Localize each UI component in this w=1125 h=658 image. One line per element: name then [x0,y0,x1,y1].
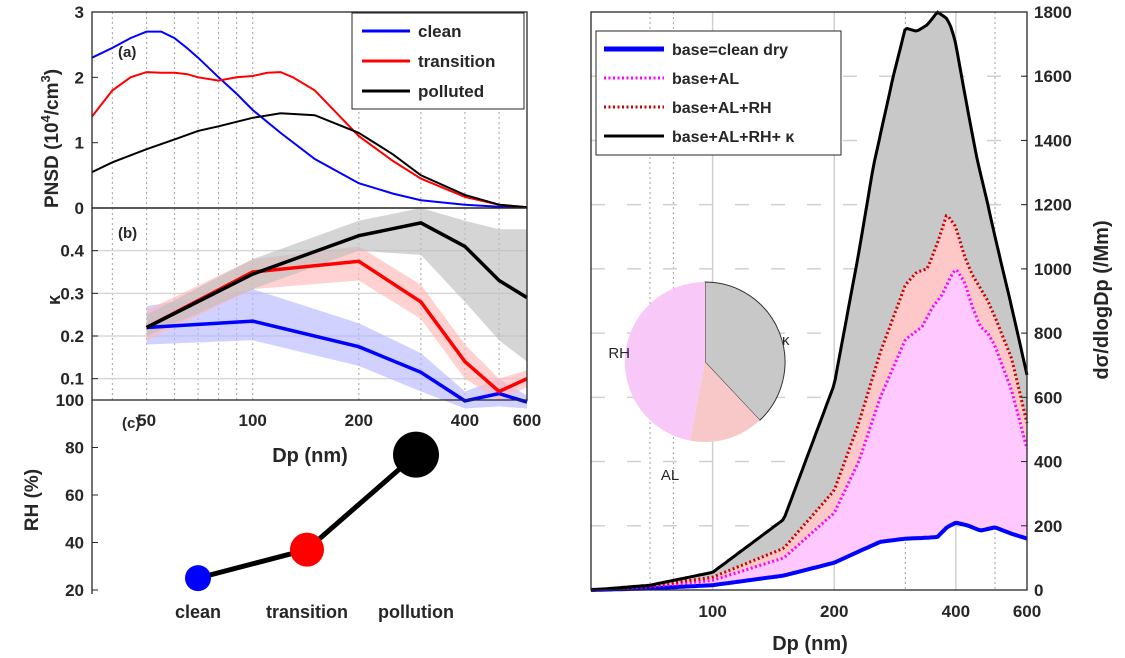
y-tick-label: 40 [65,534,84,553]
area-0 [591,270,1027,590]
panel-b-label: (b) [118,225,137,242]
panel-c: (c) 20 40 60 80 100 clean transition pollution… [22,391,454,622]
rh-marker-clean [185,565,211,592]
y-tick-label: 800 [1034,324,1062,343]
y-tick-label: 20 [65,581,84,600]
series-line-transition [91,71,528,209]
series-line-transition [145,259,528,394]
series-line-clean [146,319,528,404]
panel-b-x-axis-label: Dp (nm) [272,445,348,467]
x-tick-label: 100 [698,602,726,621]
rh-marker-pollution [393,431,439,478]
panel-c-categories: clean transition pollution [175,602,454,622]
x-tick-label: 50 [137,411,156,430]
y-tick-label: 100 [56,391,84,410]
pie-label: κ [782,332,790,349]
x-tick-label: 200 [345,411,373,430]
y-tick-label: 0.4 [60,242,84,261]
y-tick-label: 1200 [1034,196,1072,215]
pie-slice-0 [704,281,786,422]
category-label-clean: clean [175,602,221,622]
area-2 [591,12,1027,590]
x-tick-label: 100 [239,411,267,430]
x-tick-label: 400 [451,411,479,430]
y-tick-label: 1 [75,134,84,153]
right-series [590,10,1029,592]
legend-label-clean: clean [418,22,461,41]
band-polluted [146,208,527,362]
right-x-axis-label: Dp (nm) [772,633,848,655]
panel-a-label: (a) [118,44,136,61]
y-tick-label: 1600 [1034,67,1072,86]
x-tick-label: 600 [1013,602,1041,621]
y-tick-label: 60 [65,486,84,505]
area-1 [591,215,1027,590]
y-tick-label: 200 [1034,517,1062,536]
y-tick-label: 1800 [1034,3,1072,22]
panel-b-series [145,221,528,404]
y-tick-label: 1000 [1034,260,1072,279]
y-tick-label: 0.1 [60,370,84,389]
panel-c-y-ticks: 20 40 60 80 100 [56,391,98,600]
right-legend-box [595,30,842,156]
right-y-ticks: 0 200 400 600 800 1000 1200 1400 1600 1800 [1021,3,1072,600]
panel-b: (b) 0.1 0.2 0.3 0.4 50 100 200 400 600 κ Dp (nm… [44,207,541,467]
y-tick-label: 0 [1034,581,1043,600]
panel-b-frame [91,207,528,401]
category-label-pollution: pollution [378,602,454,622]
series-line-polluted [145,221,528,330]
right-areas [591,12,1027,590]
contribution-pie: κ AL RH [608,281,790,484]
legend-label-1: base+AL [672,71,739,88]
x-tick-label: 400 [942,602,970,621]
right-x-ticks: 100 200 400 600 [698,602,1041,621]
series-line-clean [91,30,528,209]
pie-label: AL [661,467,679,484]
panel-b-y-ticks: 0.1 0.2 0.3 0.4 [60,242,98,389]
right-legend: base=clean dry base+AL base+AL+RH base+AL+R… [595,30,842,156]
right-frame [590,11,1028,591]
series-line-0 [590,520,1028,592]
legend-label-2: base+AL+RH [672,100,772,117]
legend-label-polluted: polluted [418,82,484,101]
panel-c-y-axis-label: RH (%) [22,469,43,531]
right-y-axis-label: dσ/dlogDp (/Mm) [1091,220,1113,379]
x-tick-label: 200 [820,602,848,621]
panel-b-y-axis-label: κ [44,294,64,305]
legend-label-transition: transition [418,52,495,71]
y-tick-label: 1400 [1034,131,1072,150]
panel-a-legend: clean transition polluted [351,12,525,110]
y-tick-label: 3 [75,3,84,22]
pie-slice-1 [624,281,705,441]
panel-a-series [91,30,528,209]
series-line-polluted [91,112,528,209]
x-tick-label: 600 [513,411,541,430]
series-line-3 [590,10,1029,592]
y-tick-label: 0 [75,199,84,218]
panel-c-label: (c) [122,415,140,432]
legend-label-3: base+AL+RH+ κ [672,129,794,146]
panel-a: (a) 0 1 2 3 PNSD (104/cm3) clean transition p… [38,3,528,218]
panel-a-y-ticks: 0 1 2 3 [75,3,98,218]
y-tick-label: 0.2 [60,327,84,346]
panel-c-marks [185,431,439,592]
panel-a-y-axis-label: PNSD (104/cm3) [38,69,63,208]
y-tick-label: 600 [1034,388,1062,407]
y-tick-label: 400 [1034,453,1062,472]
category-label-transition: transition [266,602,348,622]
y-tick-label: 80 [65,439,84,458]
pie-slice-2 [690,362,760,443]
legend-label-0: base=clean dry [672,42,788,59]
panel-b-x-ticks: 50 100 200 400 600 [137,411,541,430]
y-tick-label: 2 [75,68,84,87]
rh-marker-transition [290,532,324,567]
pie-label: RH [608,345,630,362]
y-tick-label: 0.3 [60,284,84,303]
series-line-2 [590,213,1029,592]
